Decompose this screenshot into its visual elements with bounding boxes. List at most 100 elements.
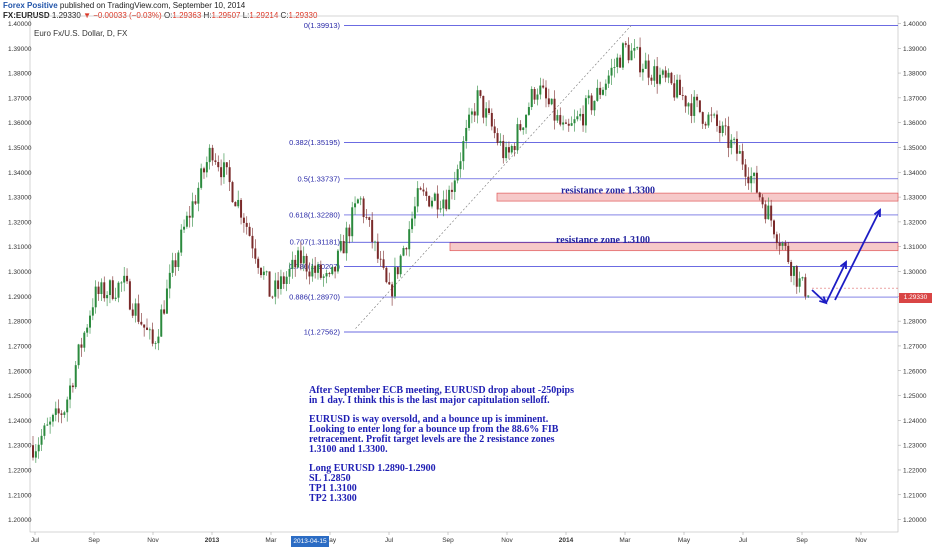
candle-body [225, 162, 228, 168]
candle-body [359, 198, 362, 200]
candle-body [482, 95, 485, 118]
candle-body [123, 275, 126, 283]
candle-body [382, 259, 385, 268]
candle-body [564, 122, 567, 124]
fib-level-label: 0.618(1.32280) [289, 210, 340, 219]
y-tick-label-left: 1.23000 [8, 443, 32, 450]
candle-body [636, 47, 639, 49]
candle-body [214, 160, 217, 163]
candle-body [345, 227, 348, 254]
candle-body [191, 201, 194, 218]
fib-level-label: 0(1.39913) [304, 21, 341, 30]
candle-body [297, 250, 300, 268]
candle-body [453, 180, 456, 192]
candle-body [493, 126, 496, 134]
candle-body [527, 107, 530, 115]
candle-body [516, 124, 519, 151]
candle-body [439, 208, 442, 210]
candle-body [687, 103, 690, 107]
tp2-arrow[interactable] [834, 209, 881, 301]
candle-body [522, 127, 525, 130]
candle-body [804, 277, 807, 297]
candle-body [51, 414, 54, 422]
candle-body [197, 187, 200, 204]
candle-body [613, 67, 616, 68]
candle-body [302, 255, 305, 264]
candle-body [291, 259, 294, 269]
candle-body [448, 189, 451, 210]
candle-body [325, 273, 328, 277]
candle-body [579, 113, 582, 117]
candle-body [781, 243, 784, 246]
candle-body [465, 127, 468, 142]
candle-body [755, 172, 758, 193]
symbol-label[interactable]: FX:EURUSD [3, 11, 50, 20]
x-tick-label: Nov [855, 537, 867, 544]
y-tick-label-right: 1.25000 [903, 393, 927, 400]
candle-body [713, 114, 716, 116]
candle-body [34, 451, 37, 458]
candle-body [49, 421, 52, 425]
candle-body [336, 250, 339, 272]
y-tick-label-left: 1.38000 [8, 71, 32, 78]
candle-body [322, 276, 325, 278]
candle-body [593, 100, 596, 111]
candle-body [570, 123, 573, 126]
candle-body [505, 147, 508, 159]
candle-body [413, 206, 416, 219]
candle-body [513, 146, 516, 151]
candle-body [371, 220, 374, 242]
x-tick-label: 2013 [205, 537, 220, 544]
candle-body [767, 205, 770, 220]
resistance-zone-label: resistance zone 1.3100 [556, 235, 650, 246]
candle-body [676, 79, 679, 98]
publisher-name[interactable]: Forex Positive [3, 1, 58, 10]
candle-body [690, 103, 693, 116]
fib-trend-line[interactable] [355, 25, 632, 329]
candle-body [670, 72, 673, 84]
candle-body [160, 309, 163, 337]
note-line: retracement. Profit target levels are th… [309, 434, 555, 445]
x-tick-label: Sep [88, 537, 100, 544]
candle-body [562, 122, 565, 125]
candle-body [753, 172, 756, 176]
quote-line: FX:EURUSD 1.29330 ▼ −0.00033 (−0.03%) O:… [3, 11, 318, 20]
tp2-arrow-head [873, 208, 881, 218]
candle-body [773, 220, 775, 235]
resistance-zone[interactable] [449, 242, 899, 252]
x-tick-label: Mar [619, 537, 631, 544]
candle-body [707, 114, 710, 126]
candle-body [701, 112, 704, 124]
candle-body [604, 83, 607, 90]
tp1-arrow[interactable] [825, 261, 847, 304]
candle-body [639, 47, 642, 73]
candle-body [103, 282, 106, 299]
y-tick-label-right: 1.28000 [903, 319, 927, 326]
candle-body [319, 264, 322, 278]
x-tick-label: Sep [796, 537, 808, 544]
candle-body [445, 199, 448, 210]
publisher-line: Forex Positive published on TradingView.… [3, 1, 317, 11]
candle-body [792, 266, 795, 276]
y-tick-label-right: 1.39000 [903, 46, 927, 53]
note-paragraph-2: EURUSD is way oversold, and a bounce up … [309, 415, 629, 455]
note-paragraph-1: After September ECB meeting, EURUSD drop… [309, 386, 629, 406]
candle-body [165, 288, 168, 314]
down-arrow[interactable] [811, 289, 827, 304]
y-tick-label-right: 1.31000 [903, 244, 927, 251]
y-tick-label-right: 1.40000 [903, 21, 927, 28]
candle-body [154, 343, 157, 344]
low-value: 1.29214 [249, 11, 279, 20]
candle-body [57, 408, 60, 414]
note-line: TP2 1.3300 [309, 493, 357, 504]
candle-body [89, 315, 91, 328]
candle-body [462, 141, 465, 162]
candle-body [140, 321, 143, 325]
candle-body [667, 72, 670, 78]
candle-body [473, 111, 476, 116]
candle-body [525, 114, 528, 128]
y-tick-label-right: 1.24000 [903, 418, 927, 425]
resistance-zone[interactable] [496, 192, 899, 202]
close-value: 1.29330 [288, 11, 318, 20]
